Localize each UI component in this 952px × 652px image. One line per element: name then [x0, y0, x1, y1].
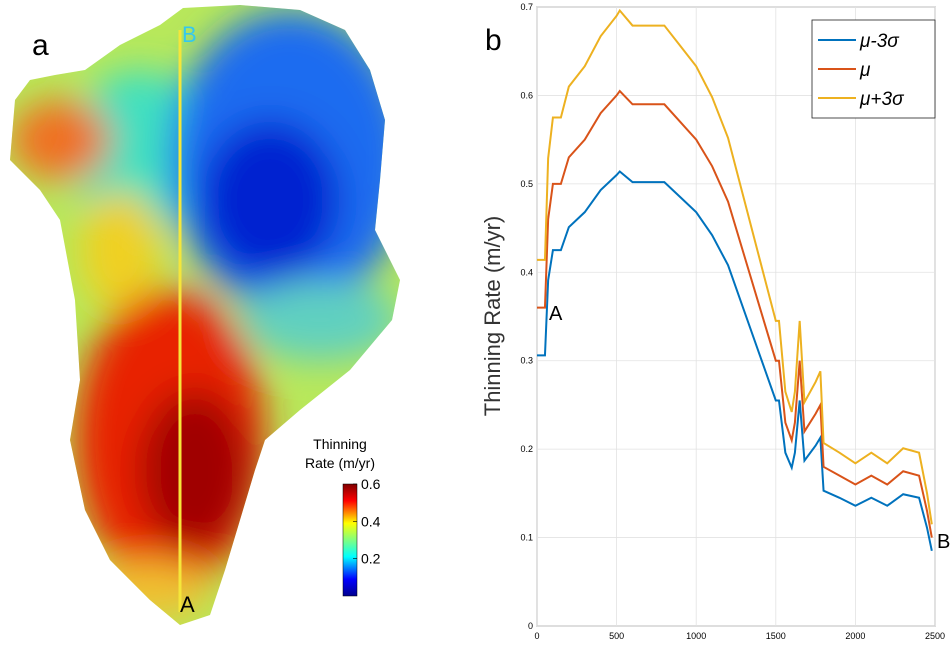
x-tick-label: 1500: [766, 631, 786, 641]
colorbar-title: Thinning: [313, 436, 367, 452]
y-tick-label: 0: [528, 621, 533, 631]
x-tick-label: 500: [609, 631, 624, 641]
y-tick-label: 0.1: [520, 533, 533, 543]
x-tick-label: 1000: [686, 631, 706, 641]
colorbar-tick-label: 0.2: [361, 551, 381, 567]
colorbar-title: Rate (m/yr): [305, 455, 375, 471]
y-tick-label: 0.2: [520, 444, 533, 454]
point-label: A: [180, 592, 195, 617]
y-tick-label: 0.3: [520, 356, 533, 366]
series-line: [537, 170, 933, 552]
legend-label: μ+3σ: [859, 89, 905, 110]
panel-label: b: [485, 24, 502, 57]
point-label: A: [549, 303, 563, 325]
y-tick-label: 0.4: [520, 267, 533, 277]
point-label: B: [937, 531, 950, 553]
colorbar-tick-label: 0.4: [361, 513, 381, 529]
ice-sheet-map: [10, 5, 400, 625]
colorbar-tick-label: 0.6: [361, 476, 381, 492]
x-tick-label: 0: [534, 631, 539, 641]
series-line: [537, 8, 933, 525]
panel-label: a: [32, 29, 49, 62]
x-tick-label: 2500: [925, 631, 945, 641]
point-label: B: [182, 22, 197, 47]
y-axis-label: Thinning Rate (m/yr): [480, 216, 505, 417]
y-tick-label: 0.6: [520, 90, 533, 100]
colorbar: [342, 483, 358, 597]
legend-label: μ-3σ: [859, 31, 900, 52]
series-line: [537, 89, 933, 538]
x-tick-label: 2000: [845, 631, 865, 641]
y-tick-label: 0.7: [520, 2, 533, 12]
legend-label: μ: [859, 60, 871, 81]
y-tick-label: 0.5: [520, 179, 533, 189]
